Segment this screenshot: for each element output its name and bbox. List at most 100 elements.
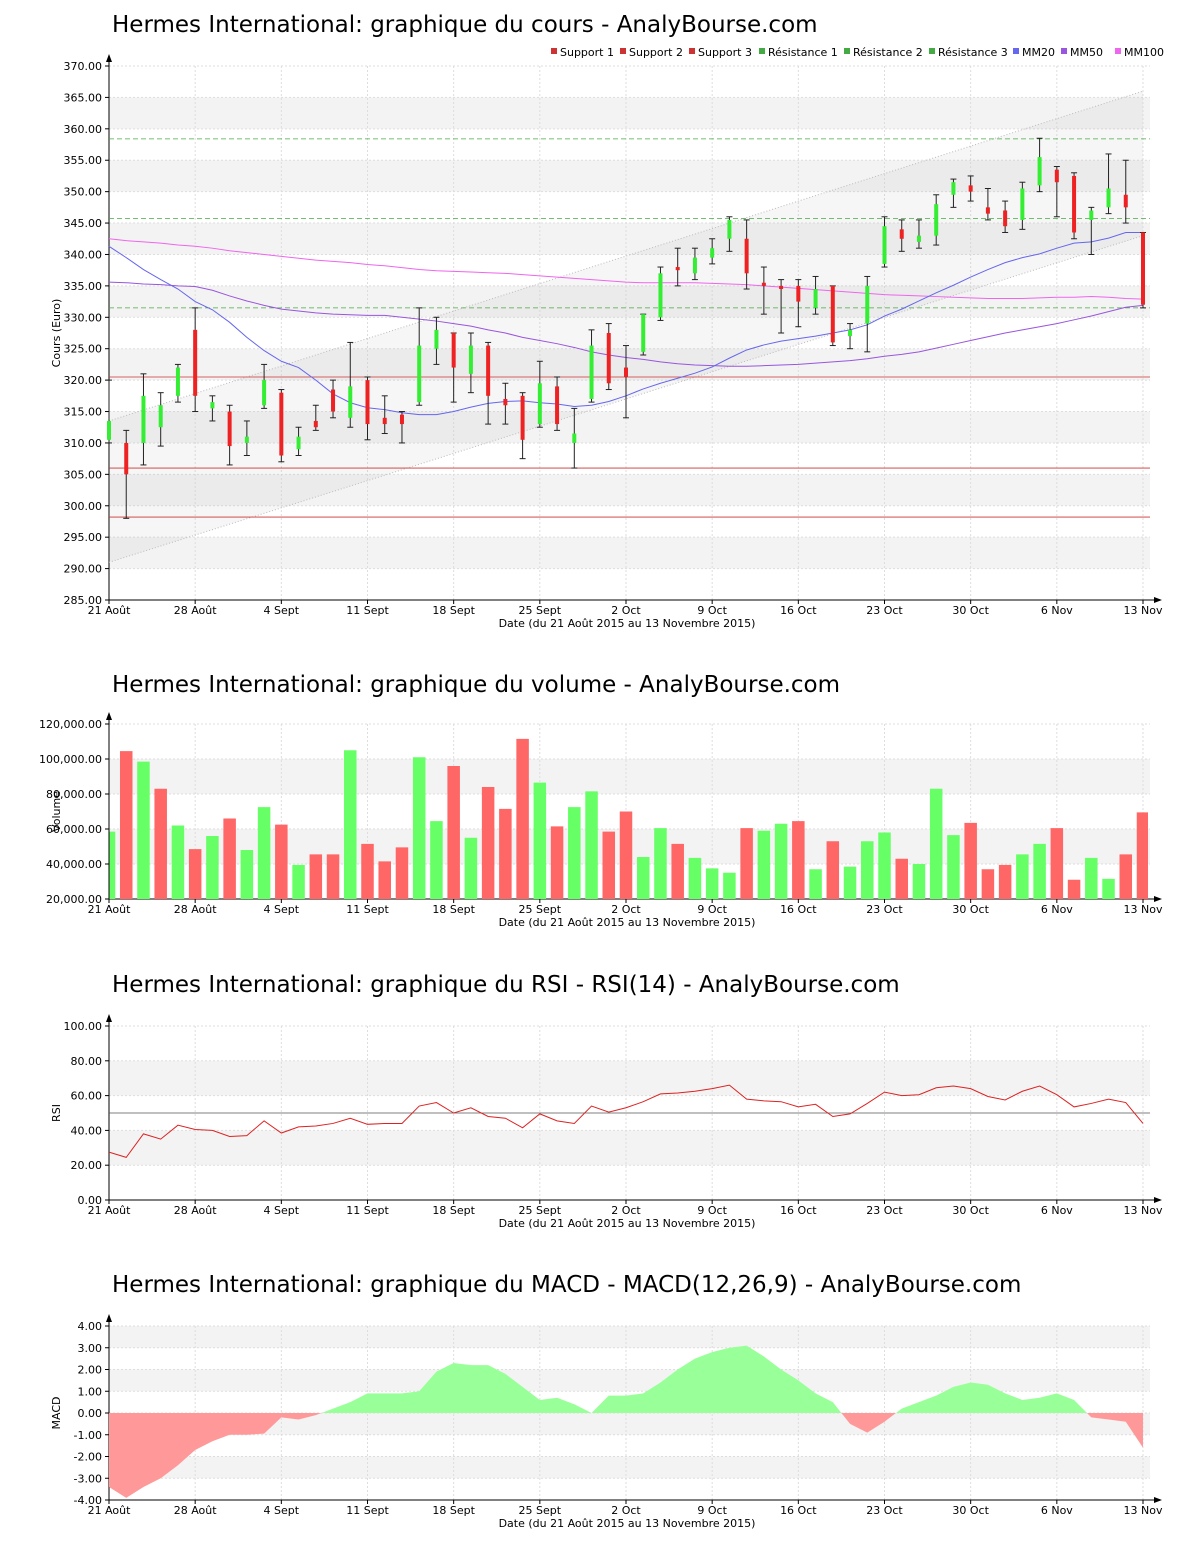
candlestick <box>467 332 474 394</box>
candle-body <box>244 436 249 443</box>
candle-body <box>210 402 215 409</box>
macd-positive-area <box>895 1382 1087 1413</box>
candlestick <box>864 275 871 353</box>
volume-chart: 20,000.00 40,000.00 60,000.00 80,000.00 100,… <box>39 712 1163 929</box>
price-x-axis-label: Date (du 21 Août 2015 au 13 Novembre 201… <box>499 617 756 630</box>
volume-bar <box>223 818 236 899</box>
candle-body <box>555 386 560 425</box>
price-y-tick-label: 320.00 <box>64 374 103 387</box>
volume-x-tick-label: 28 Août <box>174 903 218 916</box>
price-x-tick-label: 9 Oct <box>697 604 727 617</box>
candlestick <box>1036 137 1043 193</box>
volume-x-tick-label: 2 Oct <box>611 903 641 916</box>
candle-body <box>779 285 784 290</box>
rsi-x-tick-label: 28 Août <box>174 1204 218 1217</box>
candle-body <box>365 380 370 425</box>
macd-positive-area <box>321 1345 842 1413</box>
price-x-tick-label: 6 Nov <box>1041 604 1073 617</box>
price-y-tick-label: 285.00 <box>64 594 103 607</box>
volume-bar <box>240 850 254 899</box>
price-x-axis-arrow <box>1154 597 1162 603</box>
volume-bar <box>878 832 891 899</box>
candle-body <box>624 367 628 377</box>
price-chart-title: Hermes International: graphique du cours… <box>112 12 818 38</box>
volume-x-tick-label: 13 Nov <box>1124 903 1163 916</box>
volume-bar <box>740 828 753 899</box>
candlestick <box>295 426 302 457</box>
legend-label: Support 1 <box>560 46 614 59</box>
price-y-tick-label: 305.00 <box>64 468 103 481</box>
candle-body <box>1106 188 1111 208</box>
legend-swatch <box>1061 48 1067 54</box>
macd-x-tick-label: 13 Nov <box>1124 1504 1163 1517</box>
volume-bar <box>309 854 323 899</box>
volume-bar <box>550 826 564 899</box>
macd-y-axis-arrow <box>106 1314 112 1322</box>
candle-body <box>193 329 198 396</box>
price-channel-lower <box>108 235 1144 563</box>
candlestick <box>898 219 905 252</box>
volume-bar <box>895 858 908 899</box>
legend-label: MM50 <box>1070 46 1103 59</box>
price-x-tick-label: 30 Oct <box>952 604 989 617</box>
candlestick <box>157 392 164 447</box>
candle-body <box>382 417 387 425</box>
candle-body <box>968 185 973 192</box>
macd-chart: -4.00 -3.00 -2.00 -1.00 0.00 1.00 2.00 3.00 4.00… <box>50 1314 1163 1530</box>
legend-swatch <box>759 48 765 54</box>
candle-body <box>537 383 542 425</box>
candle-body <box>830 285 835 343</box>
volume-bar <box>585 791 598 899</box>
volume-bar <box>137 761 150 899</box>
rsi-x-tick-label: 23 Oct <box>866 1204 903 1217</box>
candlestick <box>243 420 250 457</box>
candle-body <box>934 204 939 236</box>
candlestick <box>347 341 354 428</box>
candlestick <box>709 238 716 265</box>
legend-swatch <box>844 48 850 54</box>
candle-body <box>710 248 715 258</box>
candlestick <box>502 382 509 425</box>
volume-bar <box>206 836 219 899</box>
volume-bar <box>1136 812 1148 899</box>
candle-body <box>107 420 111 440</box>
rsi-y-tick-label: 20.00 <box>71 1159 103 1172</box>
macd-grid-band <box>109 1369 1150 1392</box>
candle-body <box>175 367 180 396</box>
candlestick <box>209 395 216 422</box>
price-y-tick-label: 355.00 <box>64 154 103 167</box>
volume-x-tick-label: 11 Sept <box>346 903 389 916</box>
candlestick <box>726 216 733 252</box>
macd-y-tick-label: 2.00 <box>78 1364 103 1377</box>
candlestick <box>1105 153 1112 215</box>
candlestick <box>364 376 371 441</box>
candlestick <box>192 307 199 413</box>
legend-swatch <box>929 48 935 54</box>
volume-bar <box>861 841 874 899</box>
volume-bar <box>378 861 391 899</box>
candlestick <box>278 389 285 463</box>
price-y-tick-label: 360.00 <box>64 123 103 136</box>
price-chart: 285.00 290.00 295.00 300.00 305.00 310.00 315.… <box>50 46 1164 630</box>
volume-x-tick-label: 30 Oct <box>952 903 989 916</box>
rsi-y-tick-label: 40.00 <box>71 1124 103 1137</box>
volume-bar <box>912 864 926 899</box>
candlestick <box>1019 181 1026 230</box>
macd-negative-area <box>841 1413 896 1433</box>
macd-x-tick-label: 16 Oct <box>780 1504 817 1517</box>
candlestick <box>433 316 440 365</box>
volume-bar <box>154 788 167 899</box>
volume-grid-band <box>109 759 1150 794</box>
candle-body <box>641 314 646 352</box>
volume-bar <box>1102 878 1115 899</box>
candle-body <box>331 389 336 412</box>
candlestick <box>984 188 991 221</box>
volume-x-tick-label: 21 Août <box>88 903 132 916</box>
volume-bar <box>929 788 943 899</box>
candle-body <box>658 273 663 318</box>
macd-chart-title: Hermes International: graphique du MACD … <box>112 1272 1022 1298</box>
volume-bar <box>636 857 650 899</box>
volume-x-tick-label: 4 Sept <box>264 903 300 916</box>
volume-bar <box>757 830 771 899</box>
candlestick <box>571 407 578 469</box>
